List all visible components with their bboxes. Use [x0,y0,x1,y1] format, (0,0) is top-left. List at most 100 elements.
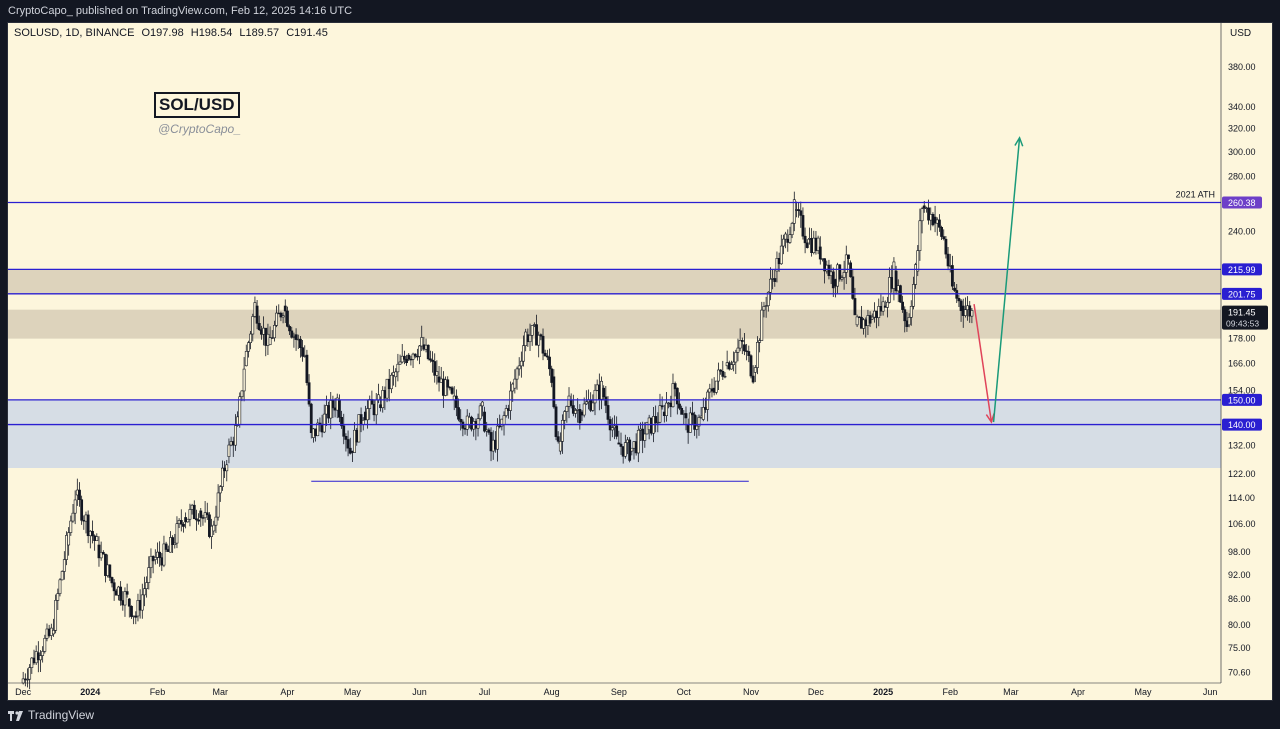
candle-body [52,630,55,635]
currency-button[interactable]: USD [1230,28,1252,39]
level-tag-140.00 [1222,418,1262,431]
candle-body [127,598,131,607]
candle-body [738,340,742,349]
candle-body [847,254,850,259]
level-tag-201.75 [1222,287,1262,300]
candle-body [331,400,335,409]
candle-body [389,374,393,390]
candle-body [28,667,32,680]
candle-body [688,412,692,433]
candle-body [654,416,658,424]
candle-body [838,264,842,280]
candle-body [149,555,153,568]
candle-body [143,588,146,596]
candle-body [751,375,755,383]
ohlc-low: L189.57 [239,27,280,39]
published-text: CryptoCapo_ published on TradingView.com… [8,5,353,17]
level-tag-text: 260.38 [1228,198,1256,208]
candle-body [942,236,946,240]
level-tag-260.38 [1222,196,1262,209]
candle-body [234,425,237,446]
candle-body [188,509,192,520]
candle-body [182,523,185,527]
chart-frame[interactable] [7,22,1273,701]
candle-body [283,305,287,312]
candle-body [970,310,974,317]
published-header: CryptoCapo_ published on TradingView.com… [0,0,1280,22]
candle-body [179,520,183,525]
candle-body [610,427,614,431]
candle-body [537,334,541,346]
candle-body [790,223,794,236]
candle-body [602,387,606,398]
candle-body [901,301,904,310]
candle-body [192,504,196,520]
level-tag-text: 140.00 [1228,420,1256,430]
candle-body [753,367,757,373]
candle-body [574,410,577,414]
candle-body [73,499,77,514]
candle-body [56,593,60,601]
candle-body [480,401,484,407]
candle-body [769,278,772,293]
candle-body [706,391,710,410]
candle-body [212,524,216,532]
candle-body [732,361,736,365]
watermark-author: @CryptoCapo_ [158,122,241,136]
candle-body [78,489,81,501]
candle-body [617,442,621,445]
candle-body [684,413,688,419]
candle-body [240,390,244,398]
y-tick-label: 380.00 [1228,62,1256,72]
candle-body [762,306,766,311]
x-tick-label: Oct [677,687,692,697]
candle-body [290,330,294,338]
candle-body [307,382,311,405]
candle-body [281,315,285,318]
candle-body [173,542,177,545]
candle-body [886,301,889,308]
y-tick-label: 280.00 [1228,172,1256,182]
symbol-name[interactable]: SOLUSD, 1D, BINANCE [14,27,135,39]
candle-body [569,399,573,406]
candle-body [502,415,506,425]
candle-body [420,337,424,347]
candle-body [788,234,792,243]
candle-body [615,425,619,437]
watermark-title: SOL/USD [154,92,240,118]
y-tick-label: 98.00 [1228,547,1251,557]
x-tick-label: 2024 [80,687,100,697]
candle-body [938,219,941,228]
candle-body [552,376,556,408]
candle-body [719,369,723,372]
candle-body [101,552,105,555]
candle-body [338,399,341,418]
candle-body [903,309,907,322]
y-tick-label: 80.00 [1228,620,1251,630]
candle-body [459,418,463,423]
candle-body [251,316,255,335]
candle-body [894,270,898,292]
candle-body [418,345,421,357]
x-tick-label: Mar [213,687,229,697]
candle-body [153,557,157,560]
candle-body [405,359,408,364]
tradingview-logo[interactable]: TradingView [8,702,94,729]
candle-body [517,365,521,370]
candle-body [630,447,634,452]
candle-body [604,396,608,406]
x-tick-label: Aug [544,687,560,697]
candle-body [381,390,385,409]
candle-body [571,405,575,414]
x-tick-label: Jul [479,687,491,697]
x-tick-label: Nov [743,687,760,697]
candle-body [914,264,917,285]
price-zone-1 [8,309,1221,339]
x-tick-label: Apr [280,687,294,697]
candle-body [123,591,127,606]
candle-body [108,564,112,578]
candle-body [918,220,922,251]
candle-body [203,512,207,519]
candle-body [483,411,486,432]
